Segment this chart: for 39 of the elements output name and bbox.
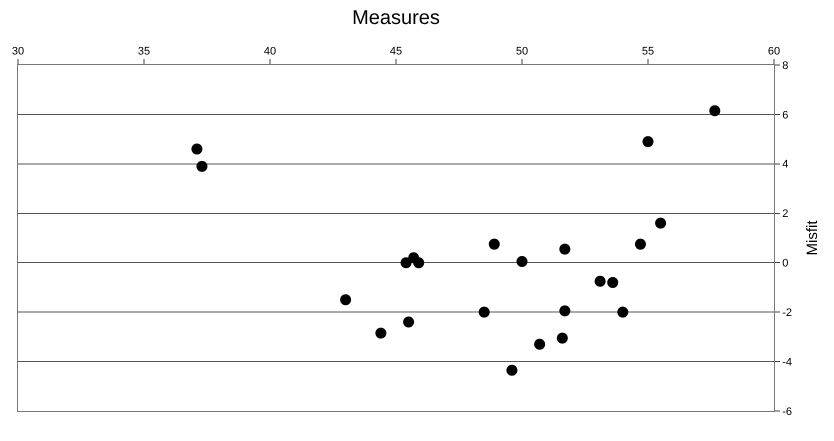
point [655, 218, 666, 229]
y-axis-title: Misfit [804, 220, 821, 256]
point [506, 364, 518, 376]
point [709, 105, 720, 116]
point [642, 136, 654, 148]
y-tick-label: 6 [782, 109, 788, 122]
point [191, 144, 202, 155]
x-tick-label: 40 [264, 46, 276, 58]
point [478, 306, 490, 318]
x-tick-label: 55 [642, 46, 654, 58]
point [594, 276, 606, 287]
y-tick-label: 8 [782, 60, 788, 72]
point [400, 257, 412, 268]
x-tick-label: 30 [12, 46, 24, 58]
point [488, 238, 500, 250]
point [196, 160, 208, 172]
point [634, 238, 646, 250]
point [559, 305, 570, 316]
x-tick-label: 50 [516, 46, 528, 58]
point [607, 276, 618, 288]
x-tick-label: 45 [390, 46, 402, 58]
point [534, 338, 546, 350]
y-tick-label: -2 [782, 306, 792, 319]
point [556, 332, 568, 344]
point [375, 328, 386, 339]
y-tick-label: -4 [782, 356, 792, 368]
y-tick-label: 2 [782, 208, 788, 220]
y-tick-label: 4 [782, 158, 788, 171]
point [559, 244, 570, 255]
y-tick-label: 0 [782, 258, 788, 270]
point [516, 256, 528, 267]
x-tick-label: 60 [768, 46, 780, 58]
point [403, 316, 414, 328]
y-tick-label: -6 [782, 406, 792, 418]
x-axis-title: Measures [352, 7, 440, 30]
x-tick-label: 35 [138, 46, 150, 58]
point [617, 306, 628, 318]
point [413, 257, 424, 268]
point [340, 294, 352, 306]
